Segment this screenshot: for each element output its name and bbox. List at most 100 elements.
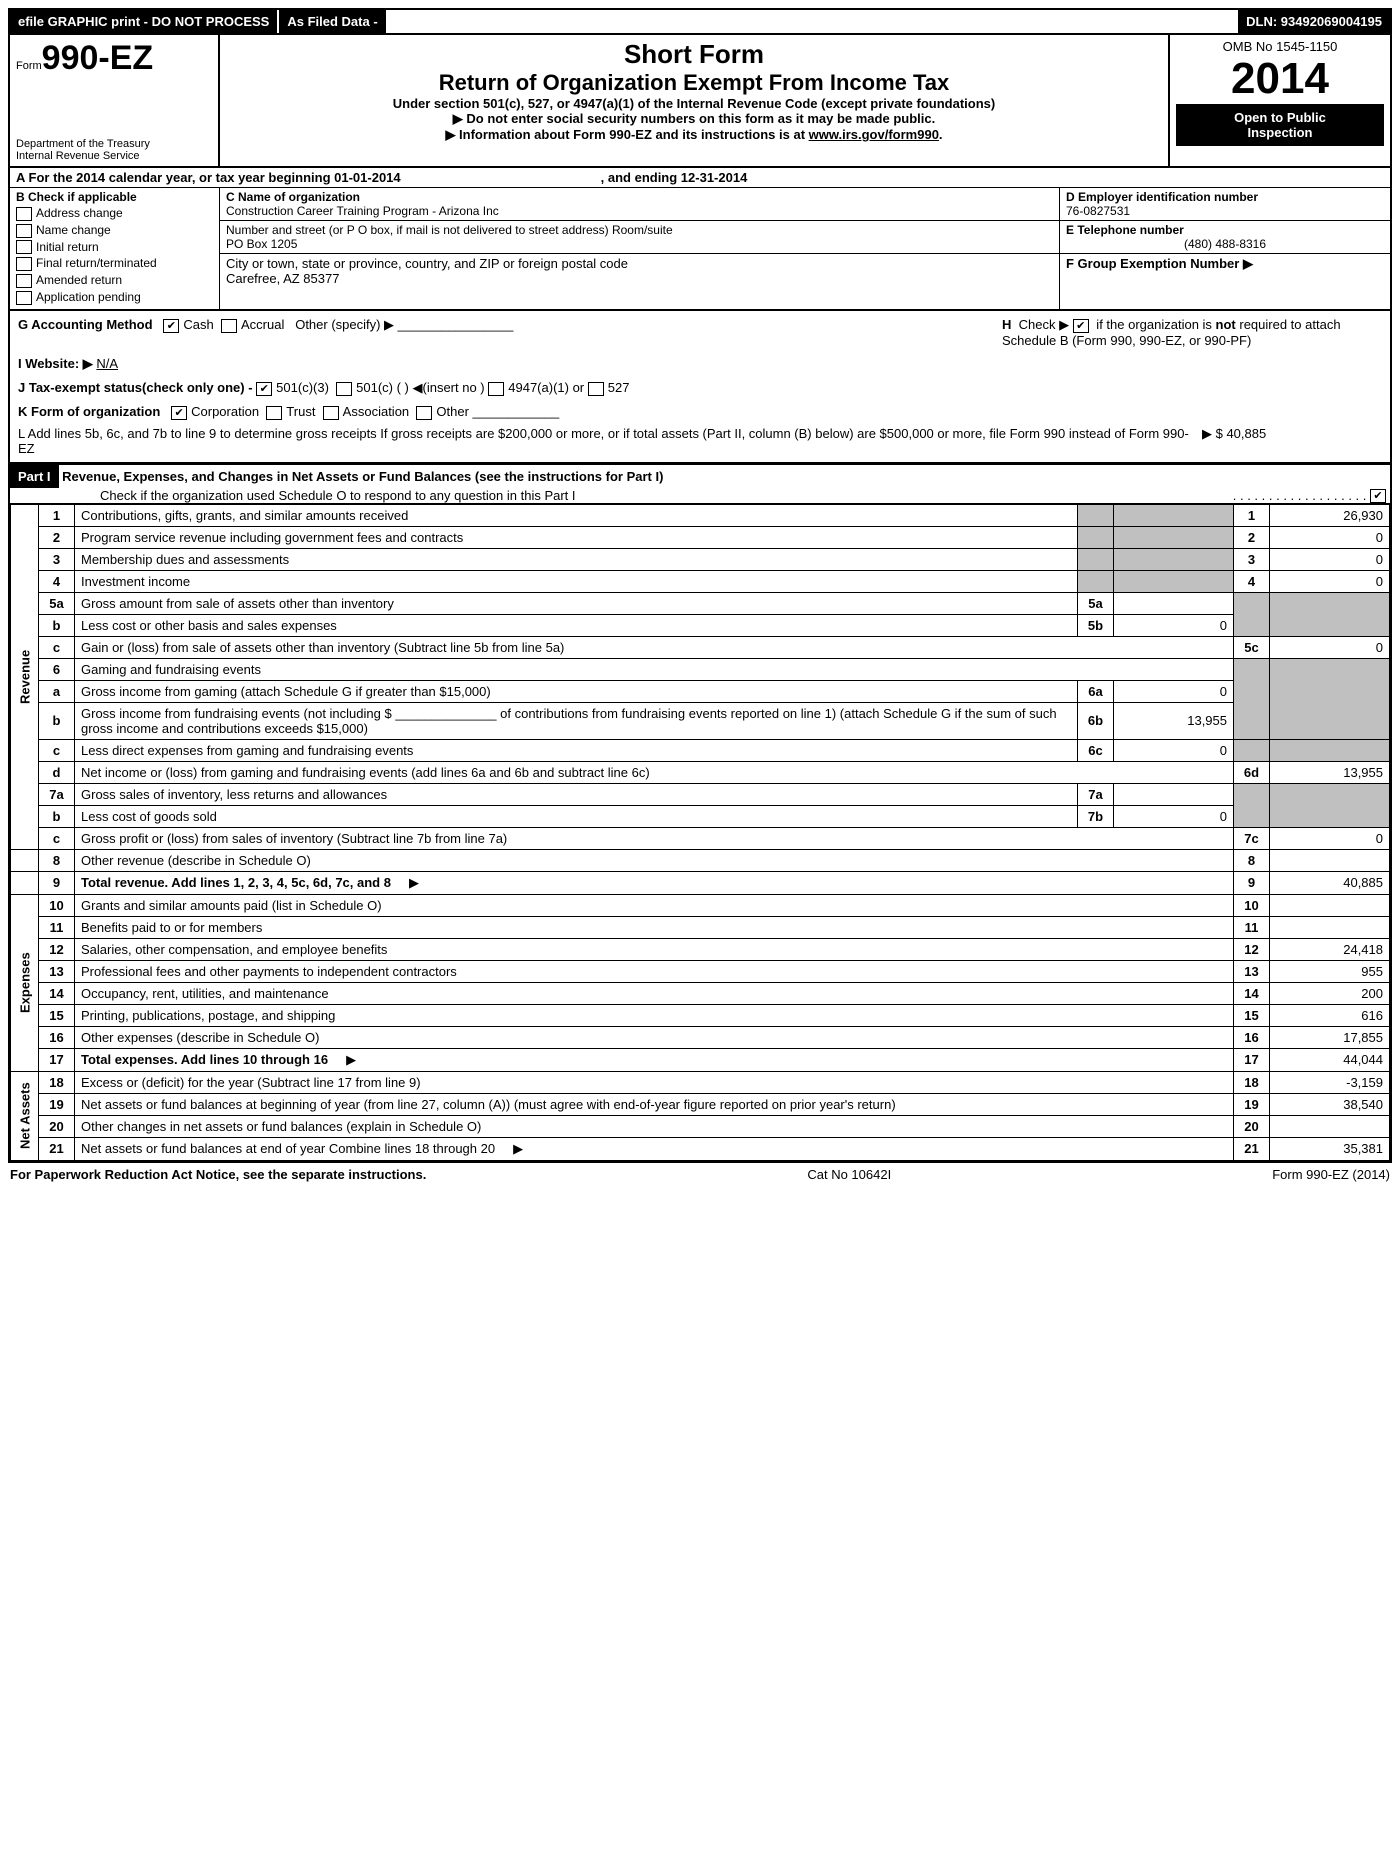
line-18-val: -3,159 [1270, 1071, 1390, 1093]
line-19-val: 38,540 [1270, 1093, 1390, 1115]
top-bar: efile GRAPHIC print - DO NOT PROCESS As … [8, 8, 1392, 35]
open-public-2: Inspection [1182, 125, 1378, 140]
subtitle: Under section 501(c), 527, or 4947(a)(1)… [228, 96, 1160, 111]
line-6-text: Gaming and fundraising events [81, 662, 261, 677]
i-label: I Website: ▶ [18, 356, 93, 371]
section-def: D Employer identification number76-08275… [1060, 188, 1390, 309]
line-5a-val [1114, 592, 1234, 614]
cb-initial-return[interactable]: Initial return [16, 240, 213, 255]
irs-link[interactable]: www.irs.gov/form990 [809, 127, 939, 142]
line-20-text: Other changes in net assets or fund bala… [81, 1119, 481, 1134]
line-13-val: 955 [1270, 960, 1390, 982]
page-footer: For Paperwork Reduction Act Notice, see … [8, 1163, 1392, 1186]
part-1-schedo: Check if the organization used Schedule … [10, 488, 576, 503]
line-7c-text: Gross profit or (loss) from sales of inv… [81, 831, 507, 846]
org-city: Carefree, AZ 85377 [226, 271, 339, 286]
omb-number: OMB No 1545-1150 [1176, 39, 1384, 54]
line-1-val: 26,930 [1270, 504, 1390, 526]
line-20-val [1270, 1115, 1390, 1137]
line-13-text: Professional fees and other payments to … [81, 964, 457, 979]
c-city-label: City or town, state or province, country… [226, 256, 628, 271]
line-a-begin: A For the 2014 calendar year, or tax yea… [16, 170, 401, 185]
efile-label: efile GRAPHIC print - DO NOT PROCESS [10, 10, 277, 33]
line-8-val [1270, 849, 1390, 871]
form-header: Form990-EZ Department of the Treasury In… [10, 35, 1390, 168]
line-14-text: Occupancy, rent, utilities, and maintena… [81, 986, 329, 1001]
line-6c-text: Less direct expenses from gaming and fun… [81, 743, 413, 758]
k-label: K Form of organization [18, 404, 160, 419]
d-label: D Employer identification number [1066, 190, 1258, 204]
c-street-label: Number and street (or P O box, if mail i… [226, 223, 673, 237]
line-7c-val: 0 [1270, 827, 1390, 849]
org-street: PO Box 1205 [226, 237, 297, 251]
f-label: F Group Exemption Number ▶ [1066, 256, 1253, 271]
line-2-val: 0 [1270, 526, 1390, 548]
line-15-text: Printing, publications, postage, and shi… [81, 1008, 335, 1023]
b-label: B Check if applicable [16, 190, 213, 204]
cb-application-pending[interactable]: Application pending [16, 290, 213, 305]
line-7a-text: Gross sales of inventory, less returns a… [81, 787, 387, 802]
line-a-end: , and ending 12-31-2014 [601, 170, 748, 185]
section-g-to-l: G Accounting Method Cash Accrual Other (… [10, 311, 1390, 463]
cb-schedule-o[interactable] [1370, 489, 1386, 503]
irs-label: Internal Revenue Service [16, 150, 212, 162]
section-c: C Name of organizationConstruction Caree… [220, 188, 1060, 309]
cb-final-return[interactable]: Final return/terminated [16, 256, 213, 271]
line-12-val: 24,418 [1270, 938, 1390, 960]
cb-501c3[interactable] [256, 382, 272, 396]
line-3-val: 0 [1270, 548, 1390, 570]
j-label: J Tax-exempt status(check only one) - [18, 380, 253, 395]
line-5a-text: Gross amount from sale of assets other t… [81, 596, 394, 611]
cb-name-change[interactable]: Name change [16, 223, 213, 238]
line-7a-val [1114, 783, 1234, 805]
note-ssn: Do not enter social security numbers on … [228, 111, 1160, 127]
line-6d-val: 13,955 [1270, 761, 1390, 783]
section-net-assets: Net Assets [11, 1071, 39, 1160]
line-a: A For the 2014 calendar year, or tax yea… [10, 168, 1390, 188]
footer-right: Form 990-EZ (2014) [1272, 1167, 1390, 1182]
l-amount: ▶ $ 40,885 [1202, 426, 1382, 456]
cb-accrual[interactable] [221, 319, 237, 333]
cb-association[interactable] [323, 406, 339, 420]
line-11-val [1270, 916, 1390, 938]
cb-527[interactable] [588, 382, 604, 396]
line-6b-text: Gross income from fundraising events (no… [81, 706, 1057, 736]
line-21-val: 35,381 [1270, 1137, 1390, 1160]
phone-value: (480) 488-8316 [1066, 237, 1384, 251]
line-5b-val: 0 [1114, 614, 1234, 636]
line-6d-text: Net income or (loss) from gaming and fun… [81, 765, 650, 780]
line-9-text: Total revenue. Add lines 1, 2, 3, 4, 5c,… [81, 875, 391, 890]
line-17-val: 44,044 [1270, 1048, 1390, 1071]
cb-4947[interactable] [488, 382, 504, 396]
return-title: Return of Organization Exempt From Incom… [228, 70, 1160, 96]
part-1-header: Part I Revenue, Expenses, and Changes in… [10, 463, 1390, 504]
line-7b-val: 0 [1114, 805, 1234, 827]
line-6a-val: 0 [1114, 680, 1234, 702]
cb-corporation[interactable] [171, 406, 187, 420]
cb-schedule-b[interactable] [1073, 319, 1089, 333]
open-public-1: Open to Public [1182, 110, 1378, 125]
line-9-val: 40,885 [1270, 871, 1390, 894]
part-1-label: Part I [10, 465, 59, 488]
line-2-text: Program service revenue including govern… [81, 530, 463, 545]
note-info: Information about Form 990-EZ and its in… [445, 127, 808, 142]
section-b: B Check if applicable Address change Nam… [10, 188, 220, 309]
e-label: E Telephone number [1066, 223, 1184, 237]
dln-label: DLN: 93492069004195 [1238, 10, 1390, 33]
part-1-table: Revenue 1Contributions, gifts, grants, a… [10, 504, 1390, 1161]
footer-mid: Cat No 10642I [807, 1167, 891, 1182]
cb-501c[interactable] [336, 382, 352, 396]
line-5c-text: Gain or (loss) from sale of assets other… [81, 640, 564, 655]
cb-cash[interactable] [163, 319, 179, 333]
line-8-text: Other revenue (describe in Schedule O) [81, 853, 311, 868]
c-name-label: C Name of organization [226, 190, 360, 204]
cb-amended-return[interactable]: Amended return [16, 273, 213, 288]
line-5b-text: Less cost or other basis and sales expen… [81, 618, 337, 633]
form-number: 990-EZ [42, 39, 154, 77]
line-14-val: 200 [1270, 982, 1390, 1004]
cb-address-change[interactable]: Address change [16, 206, 213, 221]
cb-trust[interactable] [266, 406, 282, 420]
cb-other-org[interactable] [416, 406, 432, 420]
tax-year: 2014 [1176, 54, 1384, 104]
footer-left: For Paperwork Reduction Act Notice, see … [10, 1167, 426, 1182]
